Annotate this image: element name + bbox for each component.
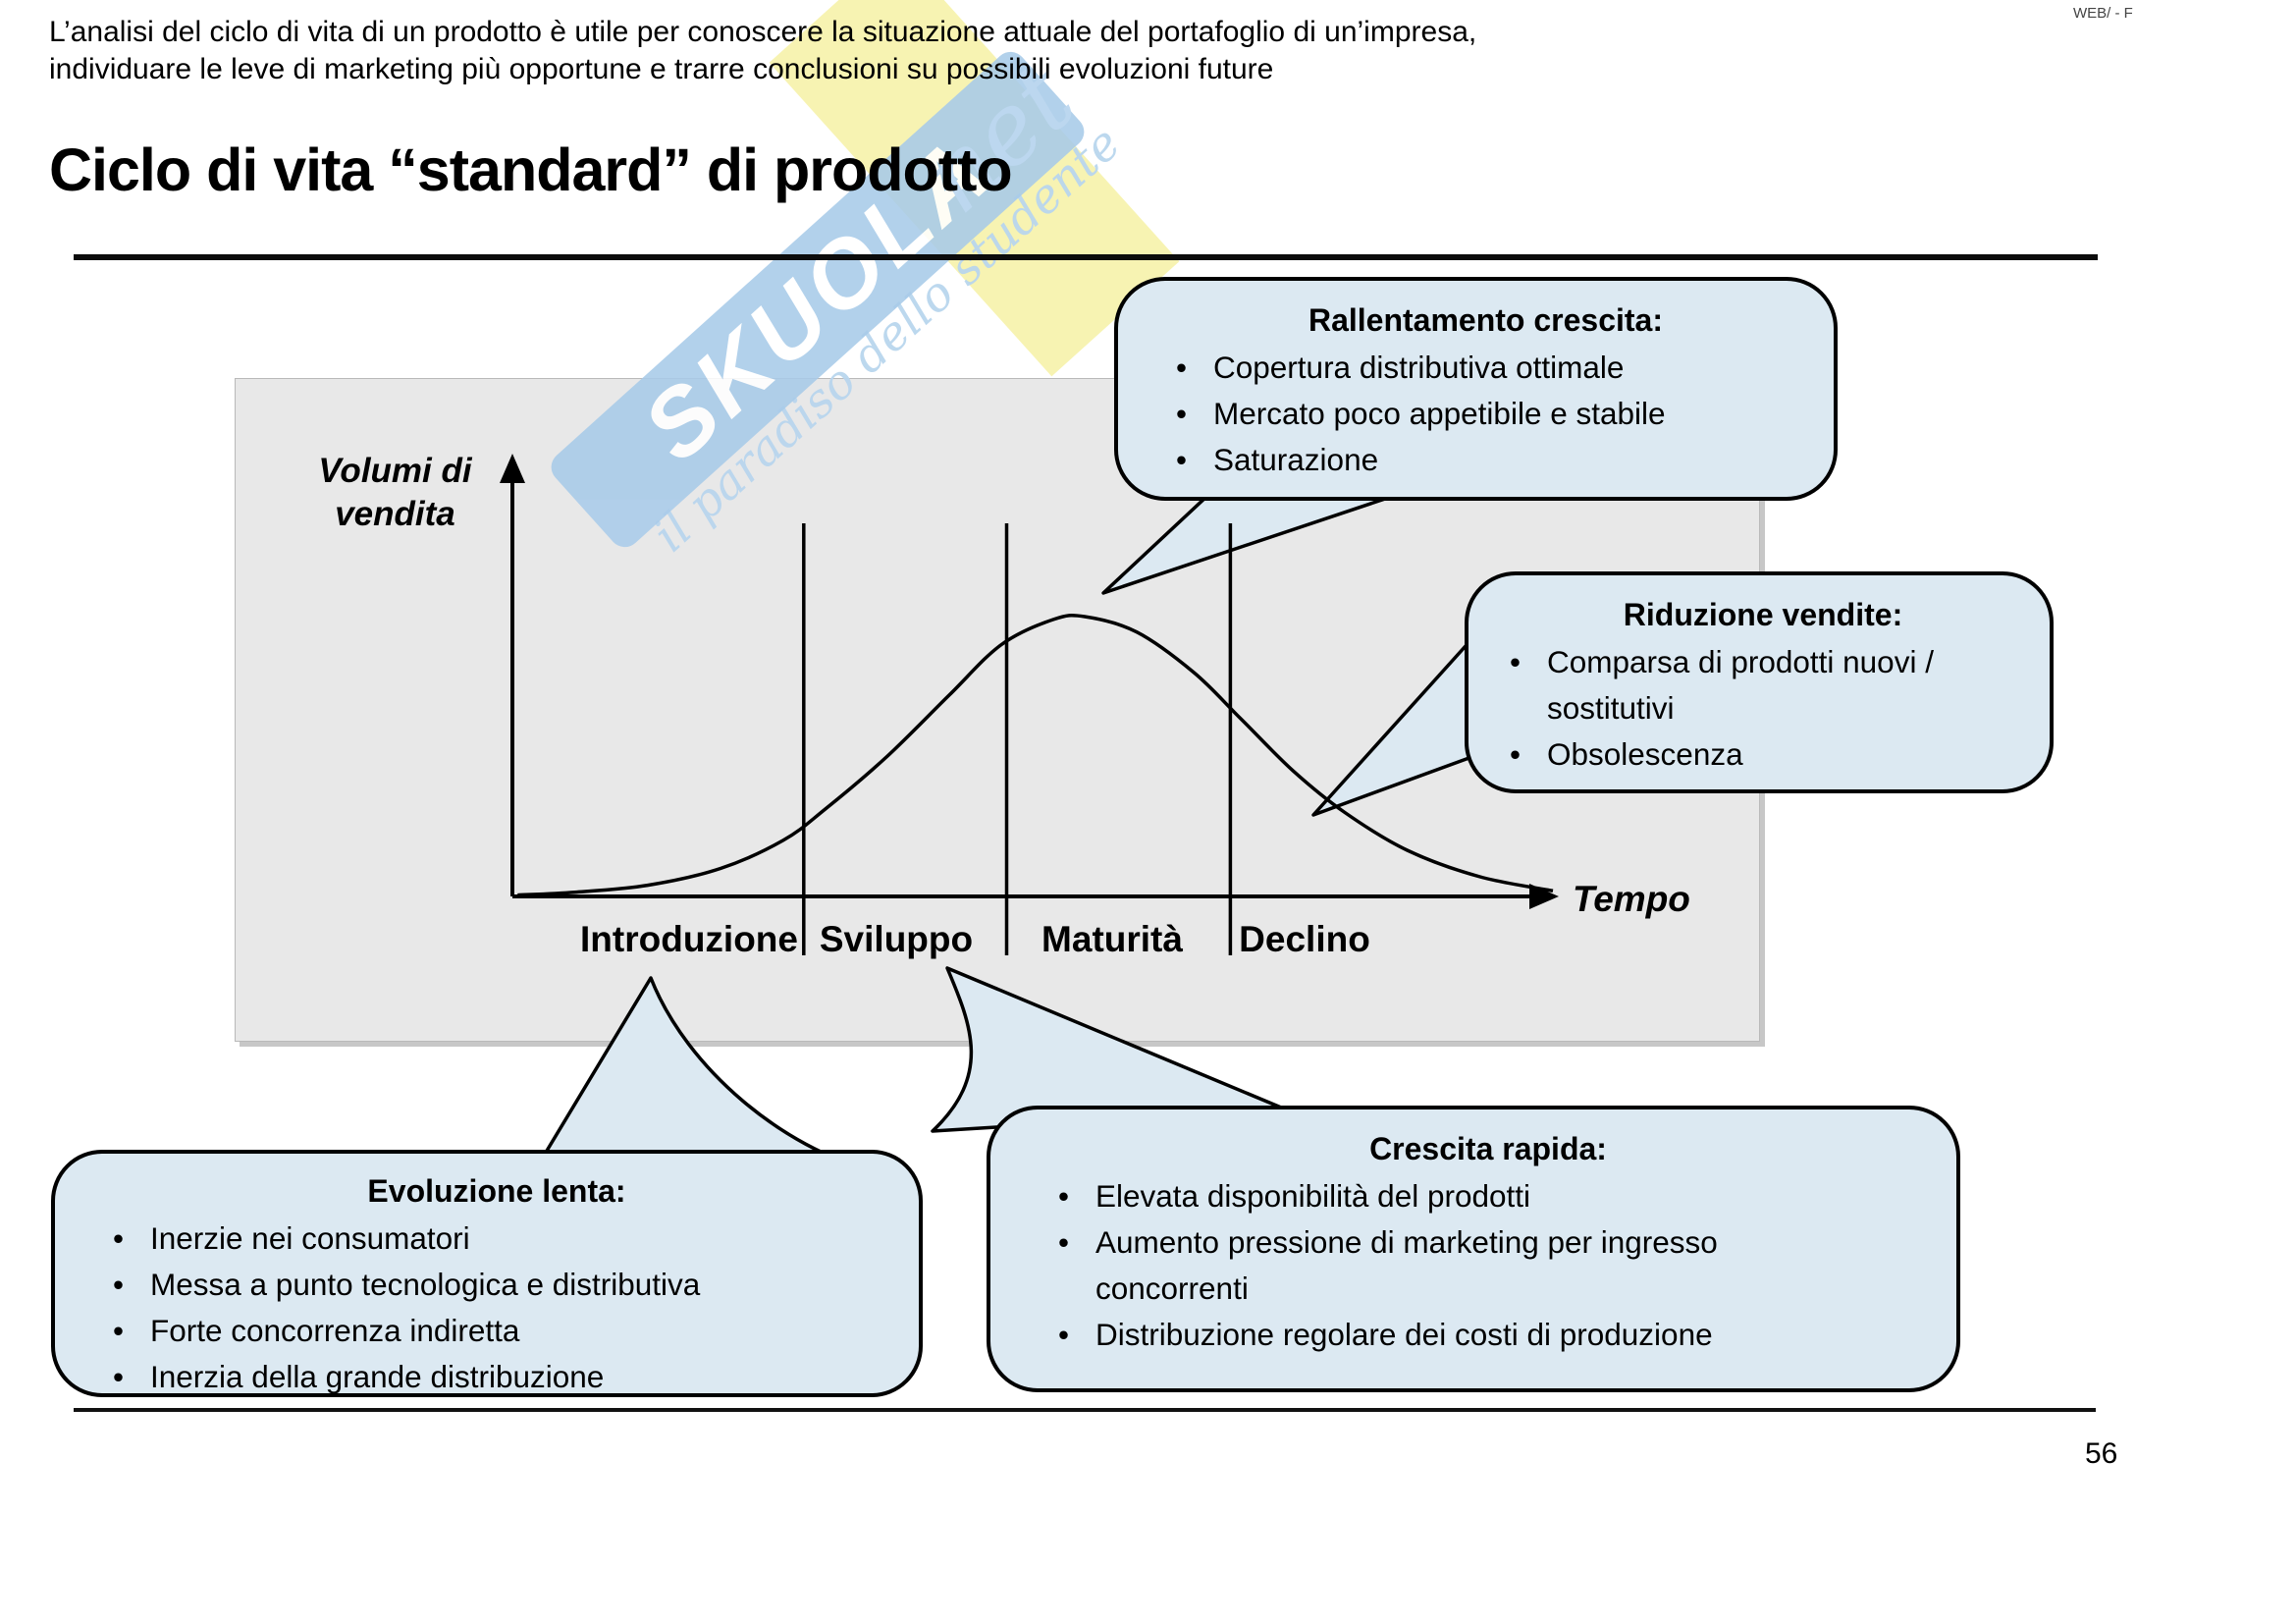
- callout-bullet-list: Comparsa di prodotti nuovi / sostitutivi…: [1496, 639, 2030, 778]
- callout-bullet: Copertura distributiva ottimale: [1162, 345, 1809, 391]
- callout-bullet: Messa a punto tecnologica e distributiva: [99, 1262, 894, 1308]
- intro-line-2: individuare le leve di marketing più opp…: [49, 53, 1274, 85]
- callout-title: Crescita rapida:: [1369, 1131, 1607, 1166]
- callout-bullet: Elevata disponibilità del prodotti: [1044, 1173, 1812, 1219]
- callout-rallentamento-crescita: Rallentamento crescita: Copertura distri…: [1114, 277, 1838, 501]
- intro-line-1: L’analisi del ciclo di vita di un prodot…: [49, 16, 1477, 48]
- callout-bullet: Comparsa di prodotti nuovi / sostitutivi: [1496, 639, 2030, 731]
- callout-title: Riduzione vendite:: [1623, 597, 1903, 632]
- callout-title: Rallentamento crescita:: [1308, 302, 1663, 338]
- callout-evoluzione-lenta: Evoluzione lenta: Inerzie nei consumator…: [51, 1150, 923, 1400]
- callout-bullet: Inerzia della grande distribuzione: [99, 1354, 894, 1400]
- callout-bullet: Obsolescenza: [1496, 731, 2030, 778]
- page-title: Ciclo di vita “standard” di prodotto: [49, 136, 1013, 203]
- corner-note: WEB/ - F: [2073, 5, 2133, 22]
- callout-bullet: Saturazione: [1162, 437, 1809, 483]
- intro-paragraph: L’analisi del ciclo di vita di un prodot…: [49, 14, 1476, 88]
- phase-label-introduzione: Introduzione: [580, 919, 798, 959]
- callout-riduzione-vendite: Riduzione vendite: Comparsa di prodotti …: [1465, 571, 2054, 793]
- y-axis-label: Volumi di vendita: [318, 452, 472, 533]
- callout-bullet: Mercato poco appetibile e stabile: [1162, 391, 1809, 437]
- x-axis-label: Tempo: [1573, 879, 1690, 919]
- callout-title: Evoluzione lenta:: [367, 1173, 626, 1209]
- page-number: 56: [2085, 1437, 2118, 1470]
- callout-bullet-list: Copertura distributiva ottimale Mercato …: [1162, 345, 1809, 483]
- bottom-rule: [74, 1408, 2096, 1412]
- callout-bullet-list: Inerzie nei consumatori Messa a punto te…: [99, 1216, 894, 1400]
- callout-crescita-rapida: Crescita rapida: Elevata disponibilità d…: [987, 1106, 1960, 1392]
- phase-label-declino: Declino: [1239, 919, 1370, 959]
- title-rule: [74, 254, 2098, 260]
- callout-bullet: Aumento pressione di marketing per ingre…: [1044, 1219, 1812, 1312]
- callout-bullet: Forte concorrenza indiretta: [99, 1308, 894, 1354]
- phase-label-sviluppo: Sviluppo: [819, 919, 974, 959]
- callout-bullet: Distribuzione regolare dei costi di prod…: [1044, 1312, 1812, 1358]
- phase-label-maturita: Maturità: [1041, 919, 1183, 959]
- callout-bullet-list: Elevata disponibilità del prodotti Aumen…: [1044, 1173, 1932, 1358]
- callout-bullet: Inerzie nei consumatori: [99, 1216, 894, 1262]
